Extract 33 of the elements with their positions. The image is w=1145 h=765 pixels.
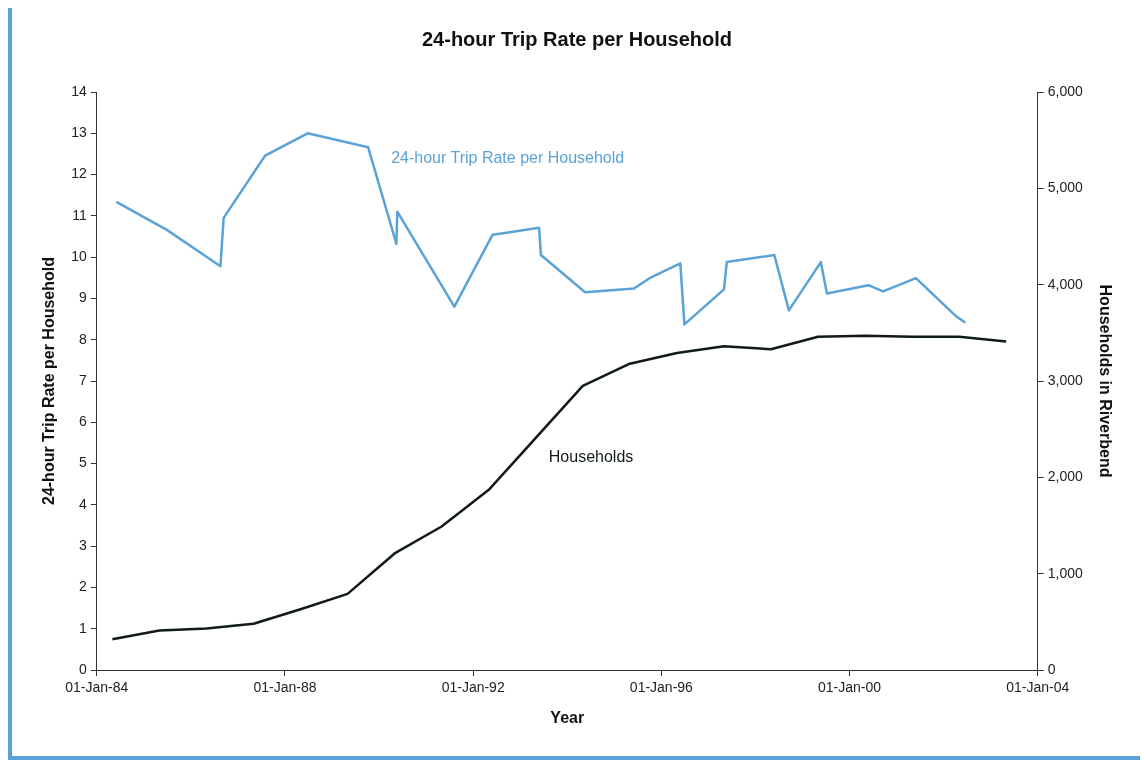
y-tick-label: 11	[72, 206, 87, 223]
y-tick-label: 14	[71, 82, 87, 99]
y-tick-label: 5	[78, 454, 87, 471]
series-label: Households	[548, 448, 634, 466]
x-tick-label: 01-Jan-88	[253, 679, 317, 696]
y-tick-label: 1	[78, 619, 87, 636]
y-axis-title: 24-hour Trip Rate per Household	[40, 256, 58, 506]
x-tick-label: 01-Jan-00	[818, 679, 882, 696]
y-tick-label: 13	[71, 124, 87, 141]
x-tick-label: 01-Jan-04	[1006, 679, 1070, 696]
y-tick-label: 2	[78, 578, 87, 595]
y-tick-label: 7	[78, 371, 87, 388]
y2-axis-title: Households in Riverbend	[1096, 284, 1114, 478]
y2-tick-label: 5,000	[1047, 179, 1084, 196]
x-tick-label: 01-Jan-96	[629, 679, 694, 696]
y2-tick-label: 2,000	[1047, 468, 1084, 485]
y2-tick-label: 4,000	[1047, 275, 1084, 292]
y-tick-label: 9	[78, 289, 87, 306]
y-tick-label: 3	[78, 537, 87, 553]
y-tick-label: 12	[71, 165, 87, 182]
y2-tick-label: 1,000	[1047, 564, 1084, 581]
x-tick-label: 01-Jan-92	[441, 679, 505, 696]
x-tick-label: 01-Jan-84	[65, 679, 129, 696]
y-tick-label: 0	[78, 660, 87, 677]
y2-tick-label: 0	[1047, 660, 1056, 677]
y2-tick-label: 6,000	[1047, 82, 1084, 99]
y-tick-label: 6	[78, 413, 87, 430]
y2-tick-label: 3,000	[1047, 371, 1084, 388]
y-tick-label: 4	[78, 495, 87, 512]
y-tick-label: 8	[78, 330, 87, 347]
series-label: 24-hour Trip Rate per Household	[391, 148, 625, 166]
chart-title: 24-hour Trip Rate per Household	[421, 27, 733, 50]
y-tick-label: 10	[71, 248, 87, 264]
